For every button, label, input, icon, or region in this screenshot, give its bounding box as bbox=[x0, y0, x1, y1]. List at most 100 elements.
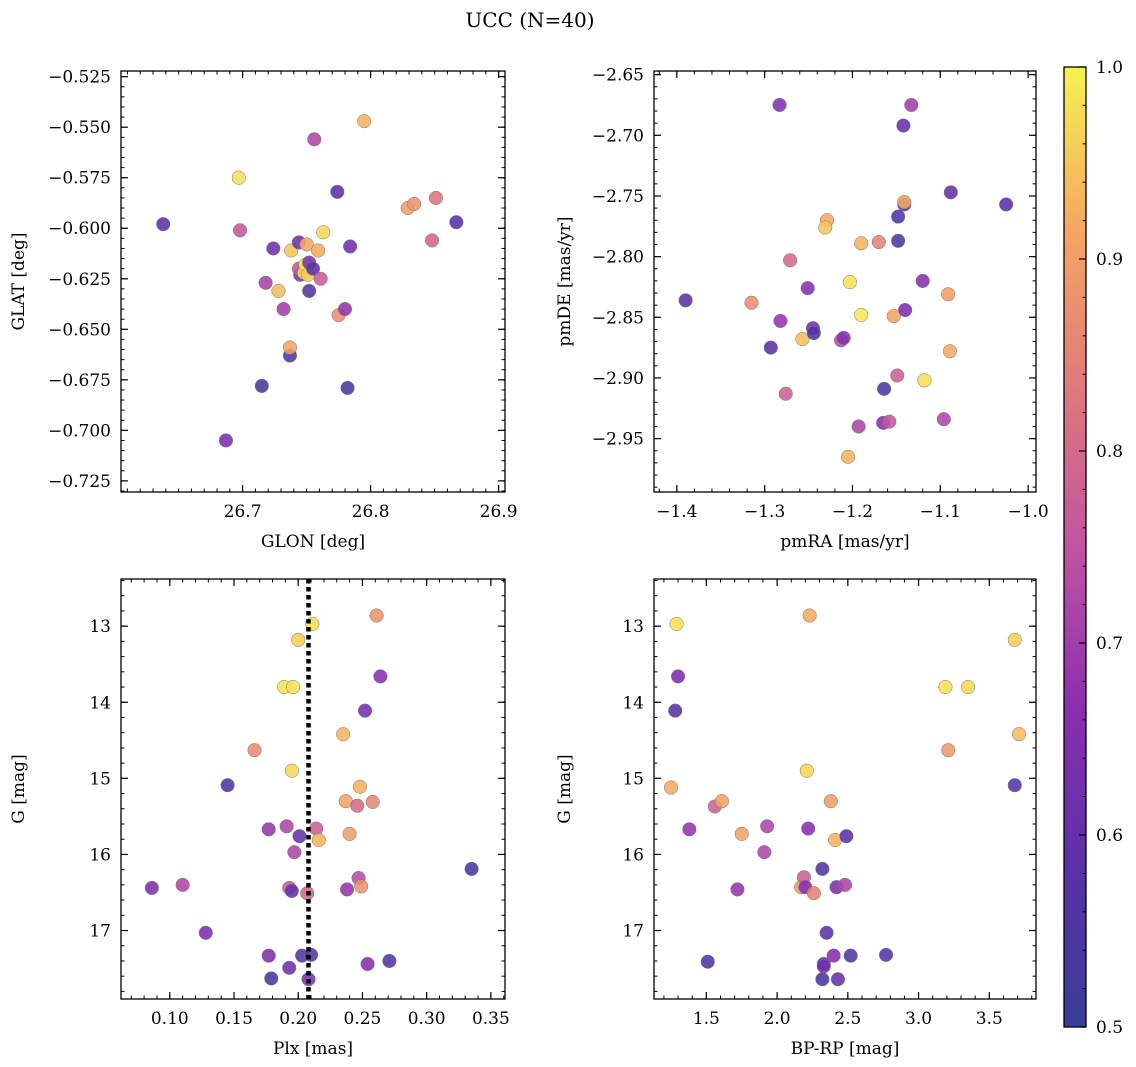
data-point bbox=[311, 243, 326, 258]
colorbar-tick-label: 0.6 bbox=[1096, 826, 1123, 846]
x-tick-label: 26.7 bbox=[224, 502, 262, 522]
y-tick-label: 15 bbox=[622, 769, 644, 789]
data-point bbox=[302, 283, 317, 298]
y-tick-label: −0.550 bbox=[48, 118, 111, 138]
data-point bbox=[806, 886, 821, 901]
ticks bbox=[121, 71, 505, 492]
data-point bbox=[915, 273, 930, 288]
data-point bbox=[800, 281, 815, 296]
data-point bbox=[352, 779, 367, 794]
x-tick-label: 0.25 bbox=[344, 1009, 382, 1029]
data-point bbox=[668, 703, 683, 718]
data-point bbox=[311, 832, 326, 848]
data-point bbox=[1011, 727, 1027, 742]
data-point bbox=[744, 295, 759, 310]
data-point bbox=[763, 340, 778, 355]
ticks bbox=[654, 579, 1036, 999]
data-point bbox=[837, 877, 853, 892]
colorbar-gradient bbox=[1064, 67, 1086, 1027]
data-point bbox=[175, 877, 190, 892]
data-point bbox=[999, 197, 1014, 212]
data-point bbox=[941, 287, 956, 302]
data-point bbox=[795, 332, 810, 347]
data-point bbox=[854, 236, 869, 251]
data-point bbox=[1007, 778, 1022, 793]
data-point bbox=[669, 616, 684, 631]
y-tick-label: 16 bbox=[622, 845, 644, 865]
data-point bbox=[663, 780, 679, 795]
colorbar: 0.5 0.6 0.7 0.8 0.9 1.0 bbox=[1063, 58, 1123, 1038]
data-point bbox=[284, 883, 299, 899]
points bbox=[144, 608, 479, 987]
data-point bbox=[891, 233, 906, 248]
data-point bbox=[343, 239, 358, 254]
data-point bbox=[816, 959, 831, 974]
y-axis-label: G [mag] bbox=[555, 754, 575, 823]
axes-frame bbox=[653, 70, 1037, 493]
data-point bbox=[258, 275, 273, 290]
data-point bbox=[678, 293, 693, 308]
data-point bbox=[772, 97, 787, 113]
data-point bbox=[357, 114, 372, 129]
y-tick-label: −0.700 bbox=[48, 421, 111, 441]
y-tick-label: −2.80 bbox=[592, 248, 644, 268]
y-tick-label: −0.525 bbox=[48, 68, 111, 88]
colorbar-tick-label: 1.0 bbox=[1096, 58, 1123, 78]
data-point bbox=[778, 386, 793, 401]
colorbar-tick-label: 0.8 bbox=[1096, 442, 1123, 462]
colorbar-tick-label: 0.7 bbox=[1096, 634, 1123, 654]
x-tick-label: −1.4 bbox=[656, 502, 697, 522]
data-point bbox=[836, 330, 851, 345]
data-point bbox=[264, 971, 279, 986]
data-point bbox=[428, 190, 443, 205]
panel-3: 0.10 0.15 0.20 0.25 0.30 0.35 13 14 15 16 17 Plx [m… bbox=[9, 578, 510, 1059]
data-point bbox=[373, 669, 388, 684]
data-point bbox=[266, 241, 281, 256]
x-axis-label: GLON [deg] bbox=[261, 532, 365, 552]
data-point bbox=[938, 679, 953, 695]
data-point bbox=[801, 821, 816, 836]
data-point bbox=[943, 185, 958, 200]
data-point bbox=[330, 184, 345, 199]
x-tick-label: 0.10 bbox=[151, 1009, 189, 1029]
y-axis-label: pmDE [mas/yr] bbox=[555, 216, 575, 346]
y-tick-label: −2.70 bbox=[592, 126, 644, 146]
y-tick-label: −2.90 bbox=[592, 369, 644, 389]
y-tick-label: 13 bbox=[89, 617, 111, 637]
y-axis-label: GLAT [deg] bbox=[9, 232, 29, 330]
points bbox=[663, 608, 1027, 987]
data-point bbox=[878, 947, 894, 962]
x-tick-label: 0.30 bbox=[408, 1009, 446, 1029]
data-point bbox=[936, 412, 951, 427]
y-tick-label: 15 bbox=[89, 769, 111, 789]
y-tick-label: −0.725 bbox=[48, 472, 111, 492]
data-point bbox=[354, 879, 369, 894]
data-point bbox=[898, 302, 913, 318]
data-point bbox=[826, 948, 841, 963]
data-point bbox=[819, 925, 834, 940]
data-point bbox=[730, 882, 745, 897]
x-tick-label: 0.35 bbox=[472, 1009, 510, 1029]
y-tick-label: 16 bbox=[89, 845, 111, 865]
data-point bbox=[286, 679, 301, 695]
data-point bbox=[682, 822, 697, 837]
data-point bbox=[818, 220, 833, 235]
data-point bbox=[714, 794, 729, 809]
y-tick-label: 14 bbox=[89, 693, 111, 713]
data-point bbox=[799, 763, 814, 778]
points bbox=[156, 114, 464, 448]
data-point bbox=[871, 235, 886, 250]
data-point bbox=[360, 956, 375, 972]
y-axis-label: G [mag] bbox=[9, 754, 29, 823]
data-point bbox=[282, 960, 297, 975]
panel-2: −1.4 −1.3 −1.2 −1.1 −1.0 −2.65 −2.70 −2.75 −2.80… bbox=[555, 66, 1049, 552]
y-tick-label: −2.65 bbox=[592, 66, 644, 86]
data-point bbox=[891, 209, 906, 224]
data-point bbox=[261, 948, 276, 963]
y-tick-label: −2.95 bbox=[592, 430, 644, 450]
panel-1: 26.7 26.8 26.9 −0.525 −0.550 −0.575 −0.600 −0.6… bbox=[9, 68, 518, 552]
data-point bbox=[815, 861, 830, 876]
data-point bbox=[305, 261, 321, 276]
data-point bbox=[773, 313, 788, 328]
data-point bbox=[284, 763, 299, 778]
